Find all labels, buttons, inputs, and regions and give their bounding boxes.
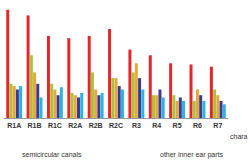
- svg-text:R1C: R1C: [48, 122, 62, 129]
- svg-text:chara: chara: [230, 133, 248, 140]
- svg-text:R6: R6: [193, 122, 202, 129]
- svg-text:other inner ear parts: other inner ear parts: [160, 151, 224, 159]
- svg-text:R1B: R1B: [28, 122, 42, 129]
- svg-text:R7: R7: [213, 122, 222, 129]
- svg-text:R2A: R2A: [68, 122, 82, 129]
- svg-text:R2C: R2C: [109, 122, 123, 129]
- svg-text:semicircular canals: semicircular canals: [22, 151, 82, 158]
- svg-text:R5: R5: [173, 122, 182, 129]
- svg-text:R2B: R2B: [89, 122, 103, 129]
- svg-text:R4: R4: [152, 122, 161, 129]
- svg-text:R3: R3: [132, 122, 141, 129]
- svg-text:R1A: R1A: [7, 122, 21, 129]
